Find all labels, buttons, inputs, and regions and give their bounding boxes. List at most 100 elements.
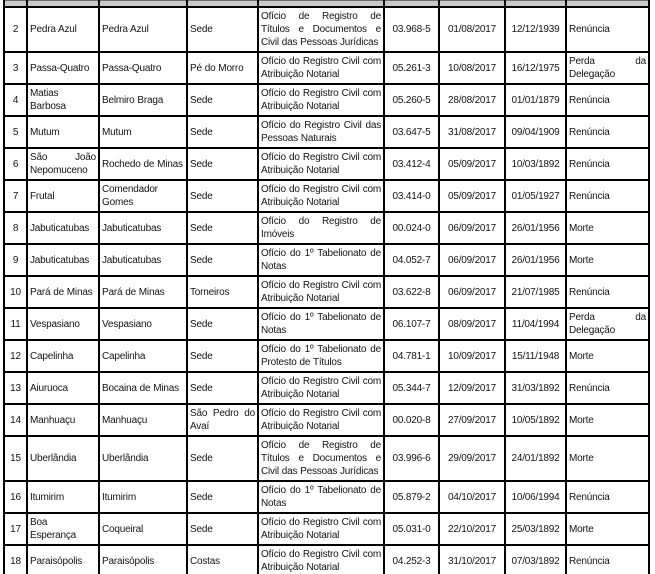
cell-municipality: Uberlândia [98, 435, 188, 482]
cell-district: Sede [186, 6, 259, 53]
cell-district: Sede [186, 512, 259, 546]
cell-office: Ofício do Registro Civil com Atribuição … [257, 512, 385, 546]
cell-district: Sede [186, 243, 259, 277]
cell-district: Sede [186, 179, 259, 213]
cell-date-vacancy: 29/09/2017 [438, 435, 506, 482]
cell-date-vacancy: 05/09/2017 [438, 179, 506, 213]
cell-date-creation: 12/12/1939 [504, 6, 567, 53]
cell-reason: Renúncia [565, 544, 650, 574]
cell-reason: Renúncia [565, 83, 650, 117]
cell-comarca: Pedra Azul [26, 6, 100, 53]
cell-date-creation: 24/01/1892 [504, 435, 567, 482]
cell-code: 03.996-6 [383, 435, 440, 482]
cell-reason: Renúncia [565, 275, 650, 309]
cell-date-creation: 26/01/1956 [504, 243, 567, 277]
cell-comarca: Aiuruoca [26, 371, 100, 405]
cell-municipality: Belmiro Braga [98, 83, 188, 117]
cell-office: Ofício do Registro de Imóveis [257, 211, 385, 245]
cell-comarca: Frutal [26, 179, 100, 213]
cell-comarca: Passa-Quatro [26, 51, 100, 85]
cell-row-number: 7 [3, 179, 28, 213]
cell-date-creation: 25/03/1892 [504, 512, 567, 546]
cell-date-creation: 09/04/1909 [504, 115, 567, 149]
cell-comarca: Paraisópolis [26, 544, 100, 574]
cell-district: Costas [186, 544, 259, 574]
cell-district: Sede [186, 83, 259, 117]
cell-district: Sede [186, 339, 259, 373]
cell-district: Pé do Morro [186, 51, 259, 85]
cell-row-number: 17 [3, 512, 28, 546]
cell-office: Ofício do Registro Civil com Atribuição … [257, 179, 385, 213]
cell-date-vacancy: 31/10/2017 [438, 544, 506, 574]
cell-date-creation: 31/03/1892 [504, 371, 567, 405]
cell-row-number: 6 [3, 147, 28, 181]
table-row: 3 Passa-Quatro Passa-Quatro Pé do Morro Ofíc… [3, 51, 650, 85]
cell-district: Sede [186, 115, 259, 149]
cell-row-number: 11 [3, 307, 28, 341]
cell-date-vacancy: 10/08/2017 [438, 51, 506, 85]
table-row: 10 Pará de Minas Pará de Minas Torneiros Ofí… [3, 275, 650, 309]
cell-comarca: São João Nepomuceno [26, 147, 100, 181]
cell-row-number: 15 [3, 435, 28, 482]
cell-reason: Morte [565, 243, 650, 277]
cell-row-number: 8 [3, 211, 28, 245]
cell-comarca: Matias Barbosa [26, 83, 100, 117]
cell-row-number: 18 [3, 544, 28, 574]
cell-date-vacancy: 12/09/2017 [438, 371, 506, 405]
cell-date-vacancy: 08/09/2017 [438, 307, 506, 341]
cell-row-number: 16 [3, 480, 28, 514]
cell-office: Ofício do Registro Civil com Atribuição … [257, 403, 385, 437]
table-row: 13 Aiuruoca Bocaina de Minas Sede Ofício do … [3, 371, 650, 405]
table-row: 9 Jabuticatubas Jabuticatubas Sede Ofício do… [3, 243, 650, 277]
registry-table-body: 2 Pedra Azul Pedra Azul Sede Ofício de Regis… [3, 0, 650, 574]
cell-comarca: Capelinha [26, 339, 100, 373]
cell-office: Ofício de Registro de Títulos e Document… [257, 435, 385, 482]
cell-district: Sede [186, 147, 259, 181]
cell-code: 00.024-0 [383, 211, 440, 245]
cell-code: 03.622-8 [383, 275, 440, 309]
cell-date-vacancy: 06/09/2017 [438, 275, 506, 309]
cell-comarca: Jabuticatubas [26, 211, 100, 245]
cell-date-creation: 21/07/1985 [504, 275, 567, 309]
cell-date-creation: 01/05/1927 [504, 179, 567, 213]
cell-office: Ofício do Registro Civil com Atribuição … [257, 371, 385, 405]
cell-date-vacancy: 28/08/2017 [438, 83, 506, 117]
cell-reason: Perda da Delegação [565, 307, 650, 341]
cell-date-vacancy: 04/10/2017 [438, 480, 506, 514]
cell-district: Sede [186, 371, 259, 405]
cell-municipality: Manhuaçu [98, 403, 188, 437]
cell-code: 06.107-7 [383, 307, 440, 341]
cell-office: Ofício do Registro Civil com Atribuição … [257, 147, 385, 181]
table-row: 11 Vespasiano Vespasiano Sede Ofício do 1º T… [3, 307, 650, 341]
cell-reason: Renúncia [565, 480, 650, 514]
cell-code: 05.879-2 [383, 480, 440, 514]
cell-comarca: Mutum [26, 115, 100, 149]
cell-office: Ofício do 1º Tabelionato de Notas [257, 307, 385, 341]
cell-comarca: Jabuticatubas [26, 243, 100, 277]
cell-district: São Pedro do Avaí [186, 403, 259, 437]
cell-reason: Renúncia [565, 179, 650, 213]
cell-district: Sede [186, 307, 259, 341]
cell-reason: Renúncia [565, 147, 650, 181]
cell-date-creation: 11/04/1994 [504, 307, 567, 341]
cell-code: 04.781-1 [383, 339, 440, 373]
cell-date-vacancy: 27/09/2017 [438, 403, 506, 437]
cell-office: Ofício do 1º Tabelionato de Notas [257, 243, 385, 277]
cell-district: Torneiros [186, 275, 259, 309]
cell-date-creation: 10/03/1892 [504, 147, 567, 181]
cell-municipality: Mutum [98, 115, 188, 149]
cell-office: Ofício do 1º Tabelionato de Notas [257, 480, 385, 514]
cell-code: 03.414-0 [383, 179, 440, 213]
vacancy-table: 2 Pedra Azul Pedra Azul Sede Ofício de Regis… [3, 0, 650, 574]
cell-district: Sede [186, 480, 259, 514]
cell-row-number: 2 [3, 6, 28, 53]
cell-reason: Renúncia [565, 6, 650, 53]
cell-reason: Perda da Delegação [565, 51, 650, 85]
table-row: 5 Mutum Mutum Sede Ofício do Registro Civil … [3, 115, 650, 149]
table-row: 4 Matias Barbosa Belmiro Braga Sede Ofício d… [3, 83, 650, 117]
cell-date-creation: 10/06/1994 [504, 480, 567, 514]
cell-date-vacancy: 31/08/2017 [438, 115, 506, 149]
cell-date-vacancy: 10/09/2017 [438, 339, 506, 373]
cell-code: 05.031-0 [383, 512, 440, 546]
